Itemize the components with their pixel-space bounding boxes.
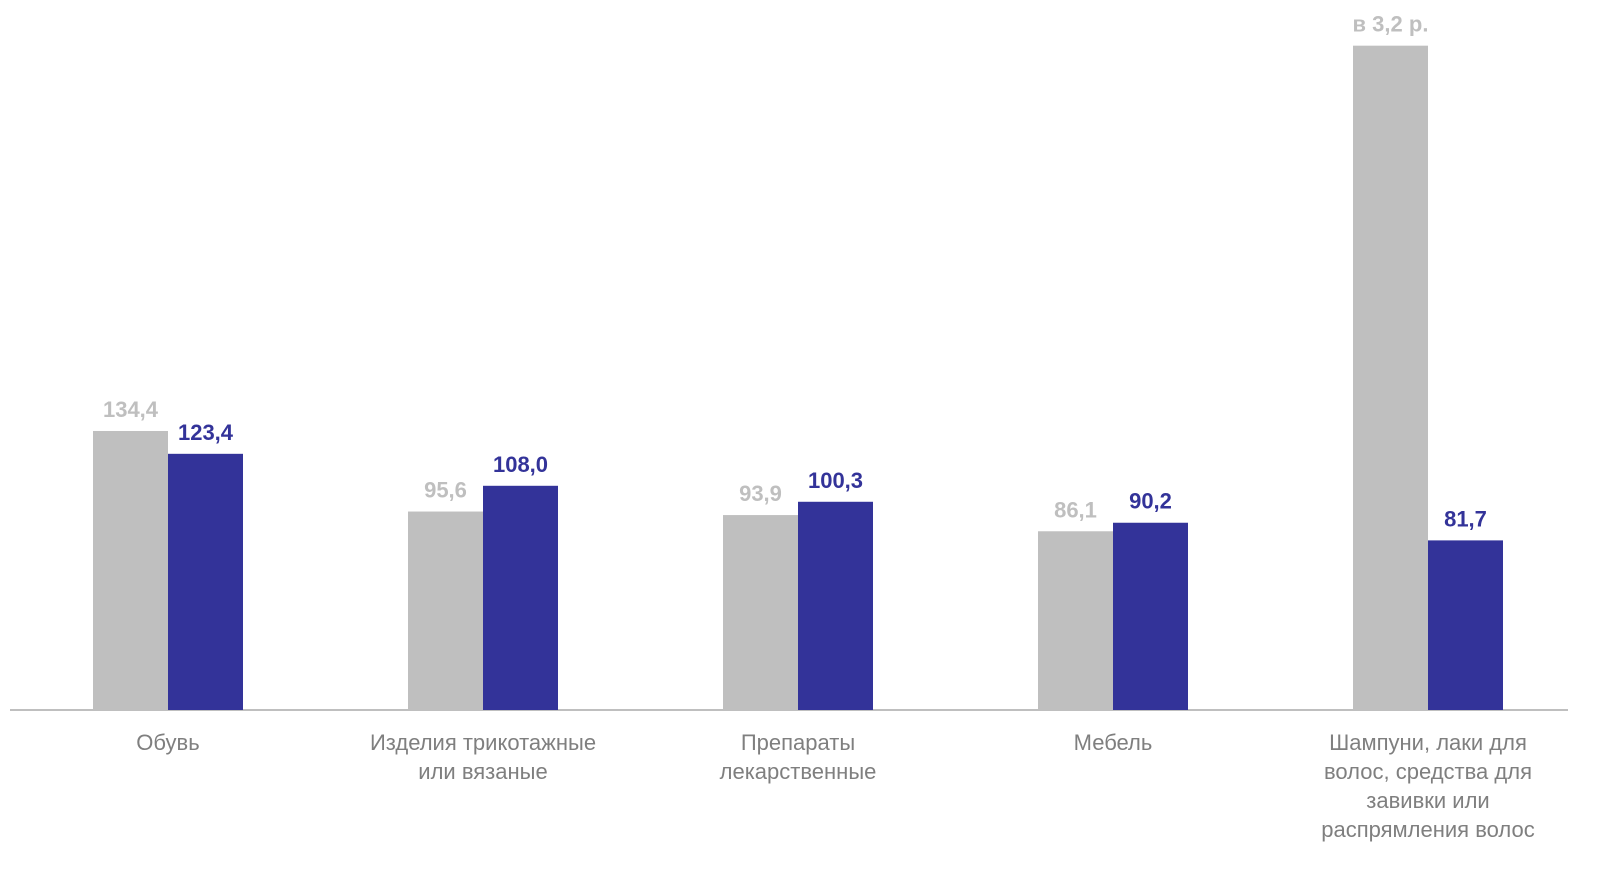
value-label: 93,9 <box>739 481 782 506</box>
bar <box>1428 540 1503 710</box>
x-tick-label: Изделия трикотажные или вязаные <box>369 730 597 784</box>
value-label: 100,3 <box>808 468 863 493</box>
value-label: 134,4 <box>103 397 159 422</box>
x-tick-label: Шампуни, лаки для волос, средства для за… <box>1321 730 1535 842</box>
value-label: 86,1 <box>1054 497 1097 522</box>
bar <box>1113 522 1188 710</box>
bar <box>93 430 168 710</box>
x-tick-label: Мебель <box>1073 730 1153 755</box>
value-label: 81,7 <box>1444 506 1487 531</box>
value-label: 95,6 <box>424 478 467 503</box>
bar <box>408 511 483 710</box>
x-tick-label: Препараты лекарственные <box>719 730 877 784</box>
value-label: 108,0 <box>493 452 548 477</box>
bar <box>723 515 798 710</box>
x-tick-label: Обувь <box>136 730 200 755</box>
value-label: в 3,2 р. <box>1353 12 1429 37</box>
bar <box>168 453 243 710</box>
value-label: 123,4 <box>178 420 234 445</box>
bar <box>798 501 873 710</box>
value-label: 90,2 <box>1129 489 1172 514</box>
bar <box>1038 531 1113 710</box>
bar <box>1353 45 1428 711</box>
bar <box>483 485 558 710</box>
